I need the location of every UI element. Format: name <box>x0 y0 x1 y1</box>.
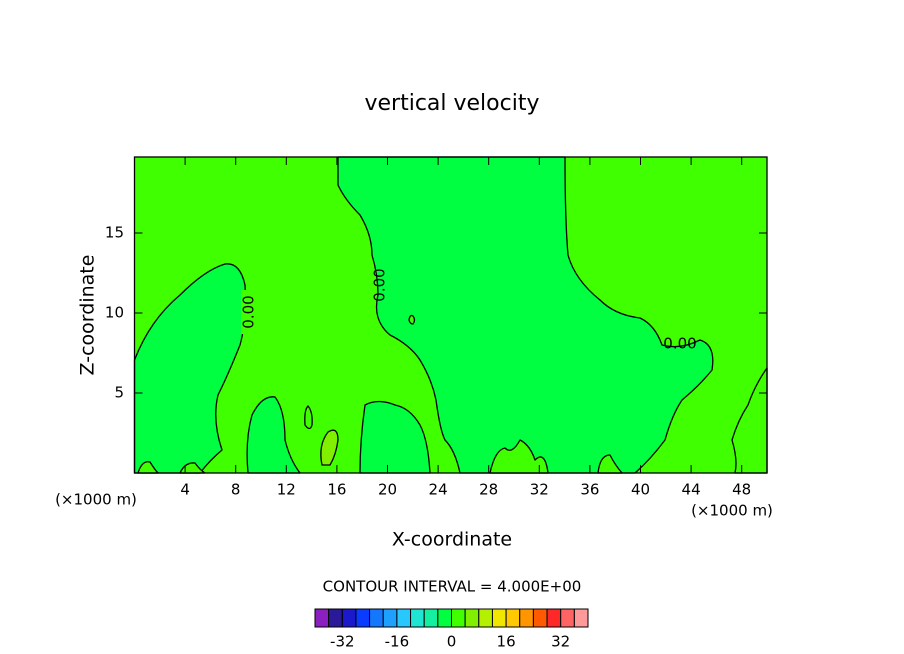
colorbar-box <box>519 608 534 628</box>
contour-region <box>179 462 206 474</box>
contour-region <box>137 461 159 474</box>
colorbar-box <box>423 608 439 628</box>
colorbar-box <box>546 608 562 628</box>
x-unit: (×1000 m) <box>55 491 137 509</box>
x-tick-label: 12 <box>277 481 296 499</box>
colorbar-box <box>369 608 384 628</box>
x-tick-label: 36 <box>580 481 599 499</box>
colorbar-box <box>328 608 343 628</box>
colorbar-box <box>560 608 575 628</box>
colorbar-box <box>314 608 330 628</box>
x-tick-label: 32 <box>530 481 549 499</box>
contour-region <box>320 429 339 466</box>
contour-region <box>408 314 416 325</box>
chart-title: vertical velocity <box>364 91 539 116</box>
colorbar-box <box>396 608 412 628</box>
plot-frame <box>133 156 768 474</box>
x-tick-label: 48 <box>732 481 751 499</box>
colorbar-box <box>382 608 398 628</box>
y-tick-label: 5 <box>114 384 124 402</box>
contour-field <box>133 156 768 474</box>
x-tick-label: 28 <box>479 481 498 499</box>
colorbar-box <box>478 608 493 628</box>
x-tick-label: 20 <box>378 481 397 499</box>
colorbar-box <box>410 608 425 628</box>
colorbar-box <box>573 608 589 628</box>
x-tick-label: 44 <box>682 481 701 499</box>
y-axis-label: Z-coordinate <box>77 255 99 376</box>
contour-label: 0.00 <box>240 295 258 328</box>
x-unit: (×1000 m) <box>691 502 773 520</box>
colorbar-box <box>505 608 521 628</box>
colorbar-box <box>355 608 371 628</box>
colorbar-tick-label: -16 <box>385 633 410 651</box>
contour-region <box>731 367 768 474</box>
colorbar-tick-label: 0 <box>447 633 457 651</box>
colorbar-box <box>437 608 453 628</box>
contour-region <box>359 400 431 474</box>
contour-region <box>246 396 301 474</box>
x-axis-label: X-coordinate <box>392 529 512 551</box>
colorbar-tick-label: 16 <box>497 633 516 651</box>
colorbar-tick-label: -32 <box>330 633 355 651</box>
colorbar-tick-label: 32 <box>551 633 570 651</box>
y-tick-label: 10 <box>105 304 124 322</box>
x-tick-label: 8 <box>231 481 241 499</box>
x-tick-label: 16 <box>327 481 346 499</box>
contour-region <box>489 439 549 474</box>
contour-label: 0.00 <box>663 335 696 353</box>
x-tick-label: 24 <box>429 481 448 499</box>
contour-label: 0.00 <box>371 268 389 301</box>
y-tick-label: 15 <box>105 224 124 242</box>
colorbar-box <box>464 608 480 628</box>
colorbar-box <box>341 608 357 628</box>
contour-region <box>304 405 313 430</box>
x-tick-label: 40 <box>631 481 650 499</box>
contour-interval: CONTOUR INTERVAL = 4.000E+00 <box>323 578 582 596</box>
contour-region <box>597 454 623 474</box>
colorbar-box <box>532 608 548 628</box>
x-tick-label: 4 <box>180 481 190 499</box>
colorbar-box <box>491 608 507 628</box>
contour-region <box>337 156 714 474</box>
label-bg <box>241 290 257 334</box>
colorbar-box <box>451 608 466 628</box>
